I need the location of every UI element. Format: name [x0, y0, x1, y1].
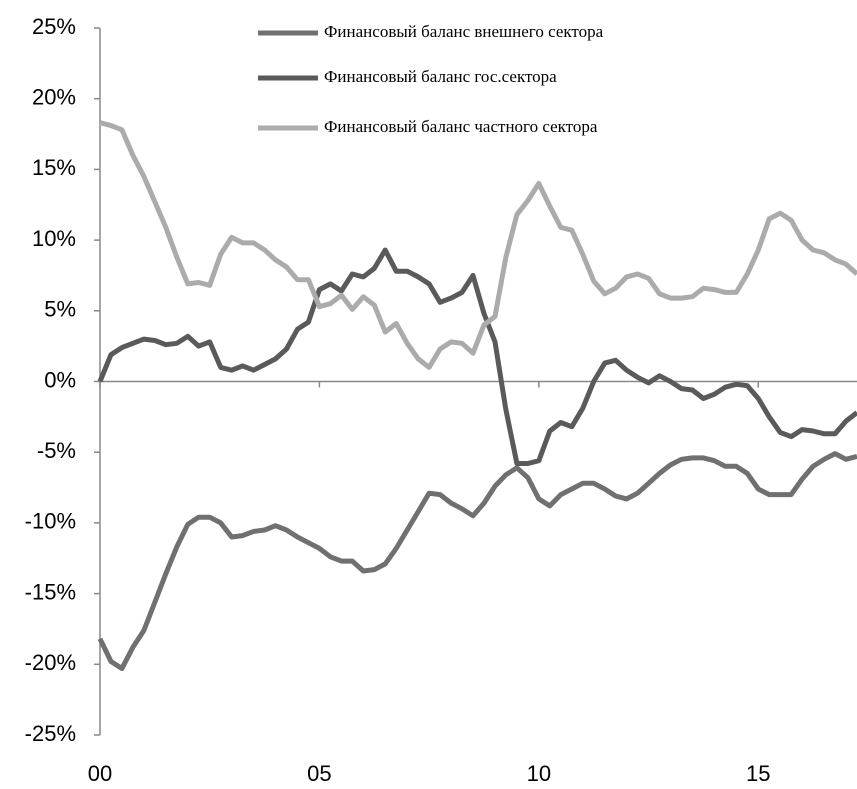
y-tick-label: 0%: [44, 367, 76, 392]
x-tick-label: 15: [746, 761, 770, 786]
y-tick-label: 15%: [32, 155, 76, 180]
y-tick-label: -25%: [25, 721, 76, 746]
series-line: [97, 247, 857, 466]
series-line: [97, 451, 857, 671]
x-tick-label: 00: [88, 761, 112, 786]
y-tick-label: -15%: [25, 579, 76, 604]
legend-label: Финансовый баланс гос.сектора: [324, 67, 557, 86]
y-tick-label: -20%: [25, 650, 76, 675]
y-tick-label: -10%: [25, 509, 76, 534]
y-tick-label: 25%: [32, 14, 76, 39]
x-tick-label: 05: [307, 761, 331, 786]
y-tick-label: 20%: [32, 85, 76, 110]
y-tick-label: -5%: [37, 438, 76, 463]
x-tick-label: 10: [527, 761, 551, 786]
legend-label: Финансовый баланс частного сектора: [324, 117, 598, 136]
y-tick-label: 10%: [32, 226, 76, 251]
legend-label: Финансовый баланс внешнего сектора: [324, 22, 604, 41]
y-tick-label: 5%: [44, 297, 76, 322]
series-line: [99, 120, 857, 370]
